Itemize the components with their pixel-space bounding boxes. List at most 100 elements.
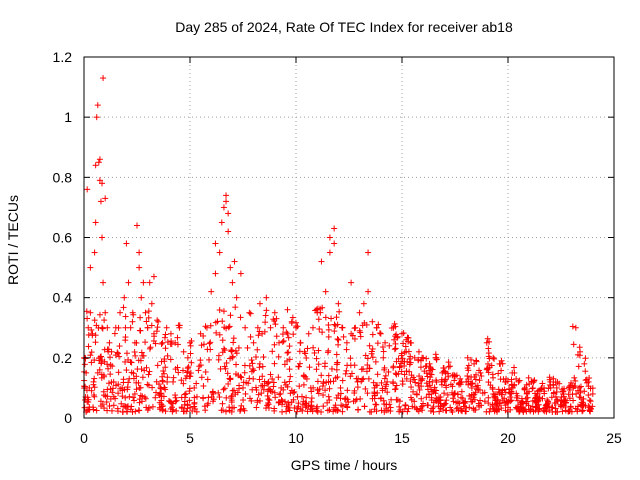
data-point bbox=[313, 355, 320, 362]
data-point bbox=[278, 396, 285, 403]
data-point bbox=[300, 381, 307, 388]
data-point bbox=[145, 382, 152, 389]
data-point bbox=[279, 398, 286, 405]
y-tick-label: 0 bbox=[64, 410, 72, 426]
data-point bbox=[295, 363, 302, 370]
data-point bbox=[511, 369, 518, 376]
data-point bbox=[447, 381, 454, 388]
data-point bbox=[438, 381, 445, 388]
data-point bbox=[319, 329, 326, 336]
data-point bbox=[158, 340, 165, 347]
data-point bbox=[333, 366, 340, 373]
data-point bbox=[348, 279, 355, 286]
data-point bbox=[225, 228, 232, 235]
data-point bbox=[496, 389, 503, 396]
data-point bbox=[402, 343, 409, 350]
data-point bbox=[134, 222, 140, 229]
data-point bbox=[491, 355, 498, 362]
data-point bbox=[241, 369, 248, 376]
data-point bbox=[391, 346, 398, 353]
data-point bbox=[585, 392, 592, 399]
data-point bbox=[267, 324, 274, 331]
y-tick-label: 0.4 bbox=[53, 290, 73, 306]
data-point bbox=[187, 342, 194, 349]
data-point bbox=[183, 408, 190, 415]
data-point bbox=[318, 372, 325, 379]
data-point bbox=[256, 300, 263, 307]
data-point bbox=[114, 349, 121, 356]
data-point bbox=[290, 396, 297, 403]
data-point bbox=[93, 407, 100, 414]
data-point bbox=[359, 376, 366, 383]
data-point bbox=[271, 389, 278, 396]
data-point bbox=[457, 375, 464, 382]
data-point bbox=[326, 234, 333, 241]
data-point bbox=[121, 386, 128, 393]
data-point bbox=[95, 159, 102, 166]
data-point bbox=[427, 374, 434, 381]
data-point bbox=[292, 319, 299, 326]
data-point bbox=[92, 219, 99, 226]
data-point bbox=[361, 403, 368, 410]
data-point bbox=[284, 306, 291, 313]
data-point bbox=[344, 404, 351, 411]
data-point bbox=[252, 354, 259, 361]
data-point bbox=[191, 394, 198, 401]
data-point bbox=[372, 401, 379, 408]
data-point bbox=[424, 402, 431, 409]
data-point bbox=[552, 400, 559, 407]
data-point bbox=[158, 358, 165, 365]
data-point bbox=[90, 404, 97, 411]
grid-lines bbox=[84, 57, 614, 418]
data-point bbox=[238, 402, 245, 409]
data-point bbox=[91, 249, 98, 256]
data-point bbox=[313, 405, 320, 412]
data-point bbox=[296, 383, 303, 390]
data-point bbox=[441, 390, 448, 397]
data-point bbox=[485, 369, 492, 376]
data-point bbox=[256, 328, 263, 335]
data-point bbox=[187, 350, 194, 357]
data-point bbox=[246, 362, 253, 369]
data-point bbox=[391, 320, 398, 327]
data-point bbox=[271, 360, 278, 367]
data-point bbox=[265, 399, 272, 406]
data-point bbox=[157, 390, 164, 397]
data-point bbox=[303, 354, 310, 361]
data-point bbox=[136, 264, 143, 271]
data-point bbox=[149, 403, 156, 410]
data-point bbox=[454, 391, 461, 398]
data-point bbox=[407, 359, 414, 366]
data-point bbox=[396, 398, 403, 405]
data-point bbox=[410, 374, 417, 381]
data-point bbox=[398, 368, 405, 375]
data-point bbox=[544, 397, 551, 404]
data-point bbox=[539, 395, 546, 402]
data-point bbox=[139, 374, 146, 381]
data-point bbox=[516, 407, 523, 414]
data-point bbox=[570, 397, 577, 404]
data-point bbox=[431, 384, 438, 391]
data-point bbox=[223, 198, 230, 205]
data-point bbox=[187, 370, 194, 377]
data-point bbox=[237, 406, 244, 413]
data-point bbox=[498, 357, 505, 364]
data-point bbox=[139, 393, 146, 400]
data-point bbox=[501, 395, 508, 402]
data-point bbox=[465, 378, 472, 385]
data-point bbox=[507, 393, 514, 400]
data-point bbox=[280, 324, 287, 331]
data-point bbox=[271, 309, 278, 316]
data-point bbox=[490, 390, 497, 397]
data-point bbox=[106, 403, 113, 410]
data-point bbox=[99, 180, 106, 187]
data-point bbox=[305, 402, 312, 409]
data-point bbox=[585, 383, 592, 390]
data-point bbox=[521, 385, 528, 392]
data-point bbox=[144, 381, 151, 388]
data-point bbox=[401, 349, 408, 356]
data-point bbox=[484, 335, 491, 342]
data-point bbox=[308, 388, 315, 395]
data-point bbox=[490, 354, 497, 361]
data-point bbox=[96, 156, 103, 163]
